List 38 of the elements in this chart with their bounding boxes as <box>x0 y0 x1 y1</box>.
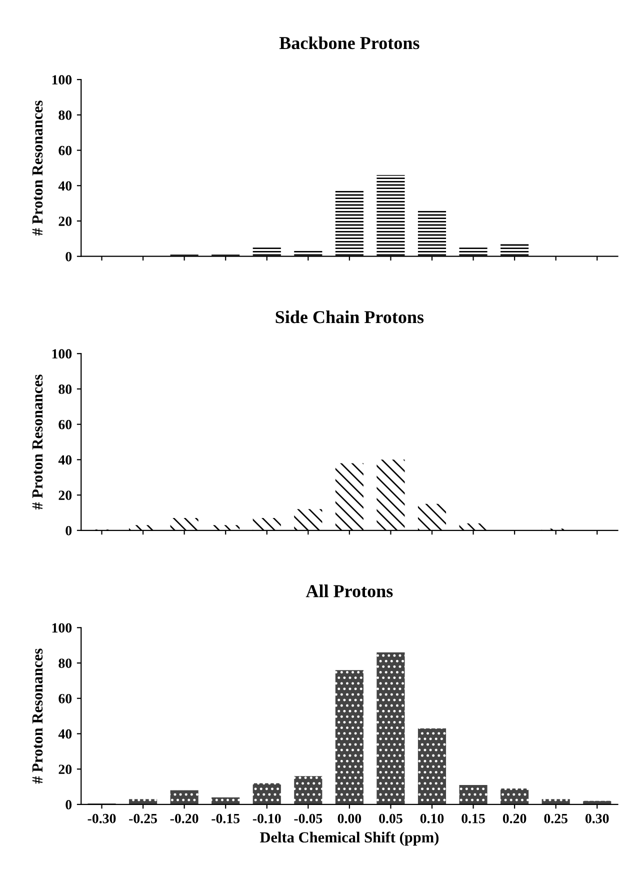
y-tick-label: 80 <box>58 110 72 120</box>
x-tick-label: 0.05 <box>379 814 402 824</box>
x-axis-title: Delta Chemical Shift (ppm) <box>260 832 439 846</box>
y-tick-label: 40 <box>58 455 72 465</box>
x-tick-label: -0.30 <box>88 814 116 824</box>
y-tick-label: 60 <box>58 420 72 430</box>
y-tick-label: 100 <box>52 75 72 85</box>
y-tick-label: 80 <box>58 384 72 394</box>
y-tick-label: 20 <box>58 490 72 500</box>
y-axis-title: # Proton Resonances <box>32 100 43 236</box>
y-tick-label: 60 <box>58 694 72 704</box>
x-tick-label: 0.15 <box>462 814 485 824</box>
y-tick-label: 80 <box>58 658 72 668</box>
y-axis-title: # Proton Resonances <box>32 648 43 784</box>
x-tick-label: -0.10 <box>252 814 281 824</box>
x-tick-label: -0.25 <box>129 814 157 824</box>
chart-title: Backbone Protons <box>279 36 420 50</box>
x-tick-label: -0.20 <box>170 814 198 824</box>
y-tick-label: 60 <box>58 146 72 156</box>
x-tick-label: 0.30 <box>585 814 609 824</box>
x-tick-label: 0.20 <box>502 814 526 824</box>
y-tick-label: 20 <box>58 764 72 774</box>
y-tick-label: 0 <box>66 252 72 262</box>
y-tick-label: 0 <box>66 800 72 810</box>
y-tick-label: 40 <box>58 181 72 191</box>
chart-title: Side Chain Protons <box>276 310 424 324</box>
y-tick-label: 0 <box>66 526 72 536</box>
x-tick-label: -0.15 <box>212 814 240 824</box>
y-tick-label: 100 <box>52 623 72 633</box>
y-tick-label: 100 <box>52 349 72 359</box>
y-tick-label: 20 <box>58 216 72 226</box>
y-axis-title: # Proton Resonances <box>32 374 43 510</box>
x-tick-label: 0.25 <box>544 814 568 824</box>
x-tick-label: 0.00 <box>338 814 362 824</box>
chart-title: All Protons <box>306 584 393 598</box>
y-tick-label: 40 <box>58 729 72 739</box>
x-tick-label: -0.05 <box>294 814 322 824</box>
x-tick-label: 0.10 <box>420 814 444 824</box>
